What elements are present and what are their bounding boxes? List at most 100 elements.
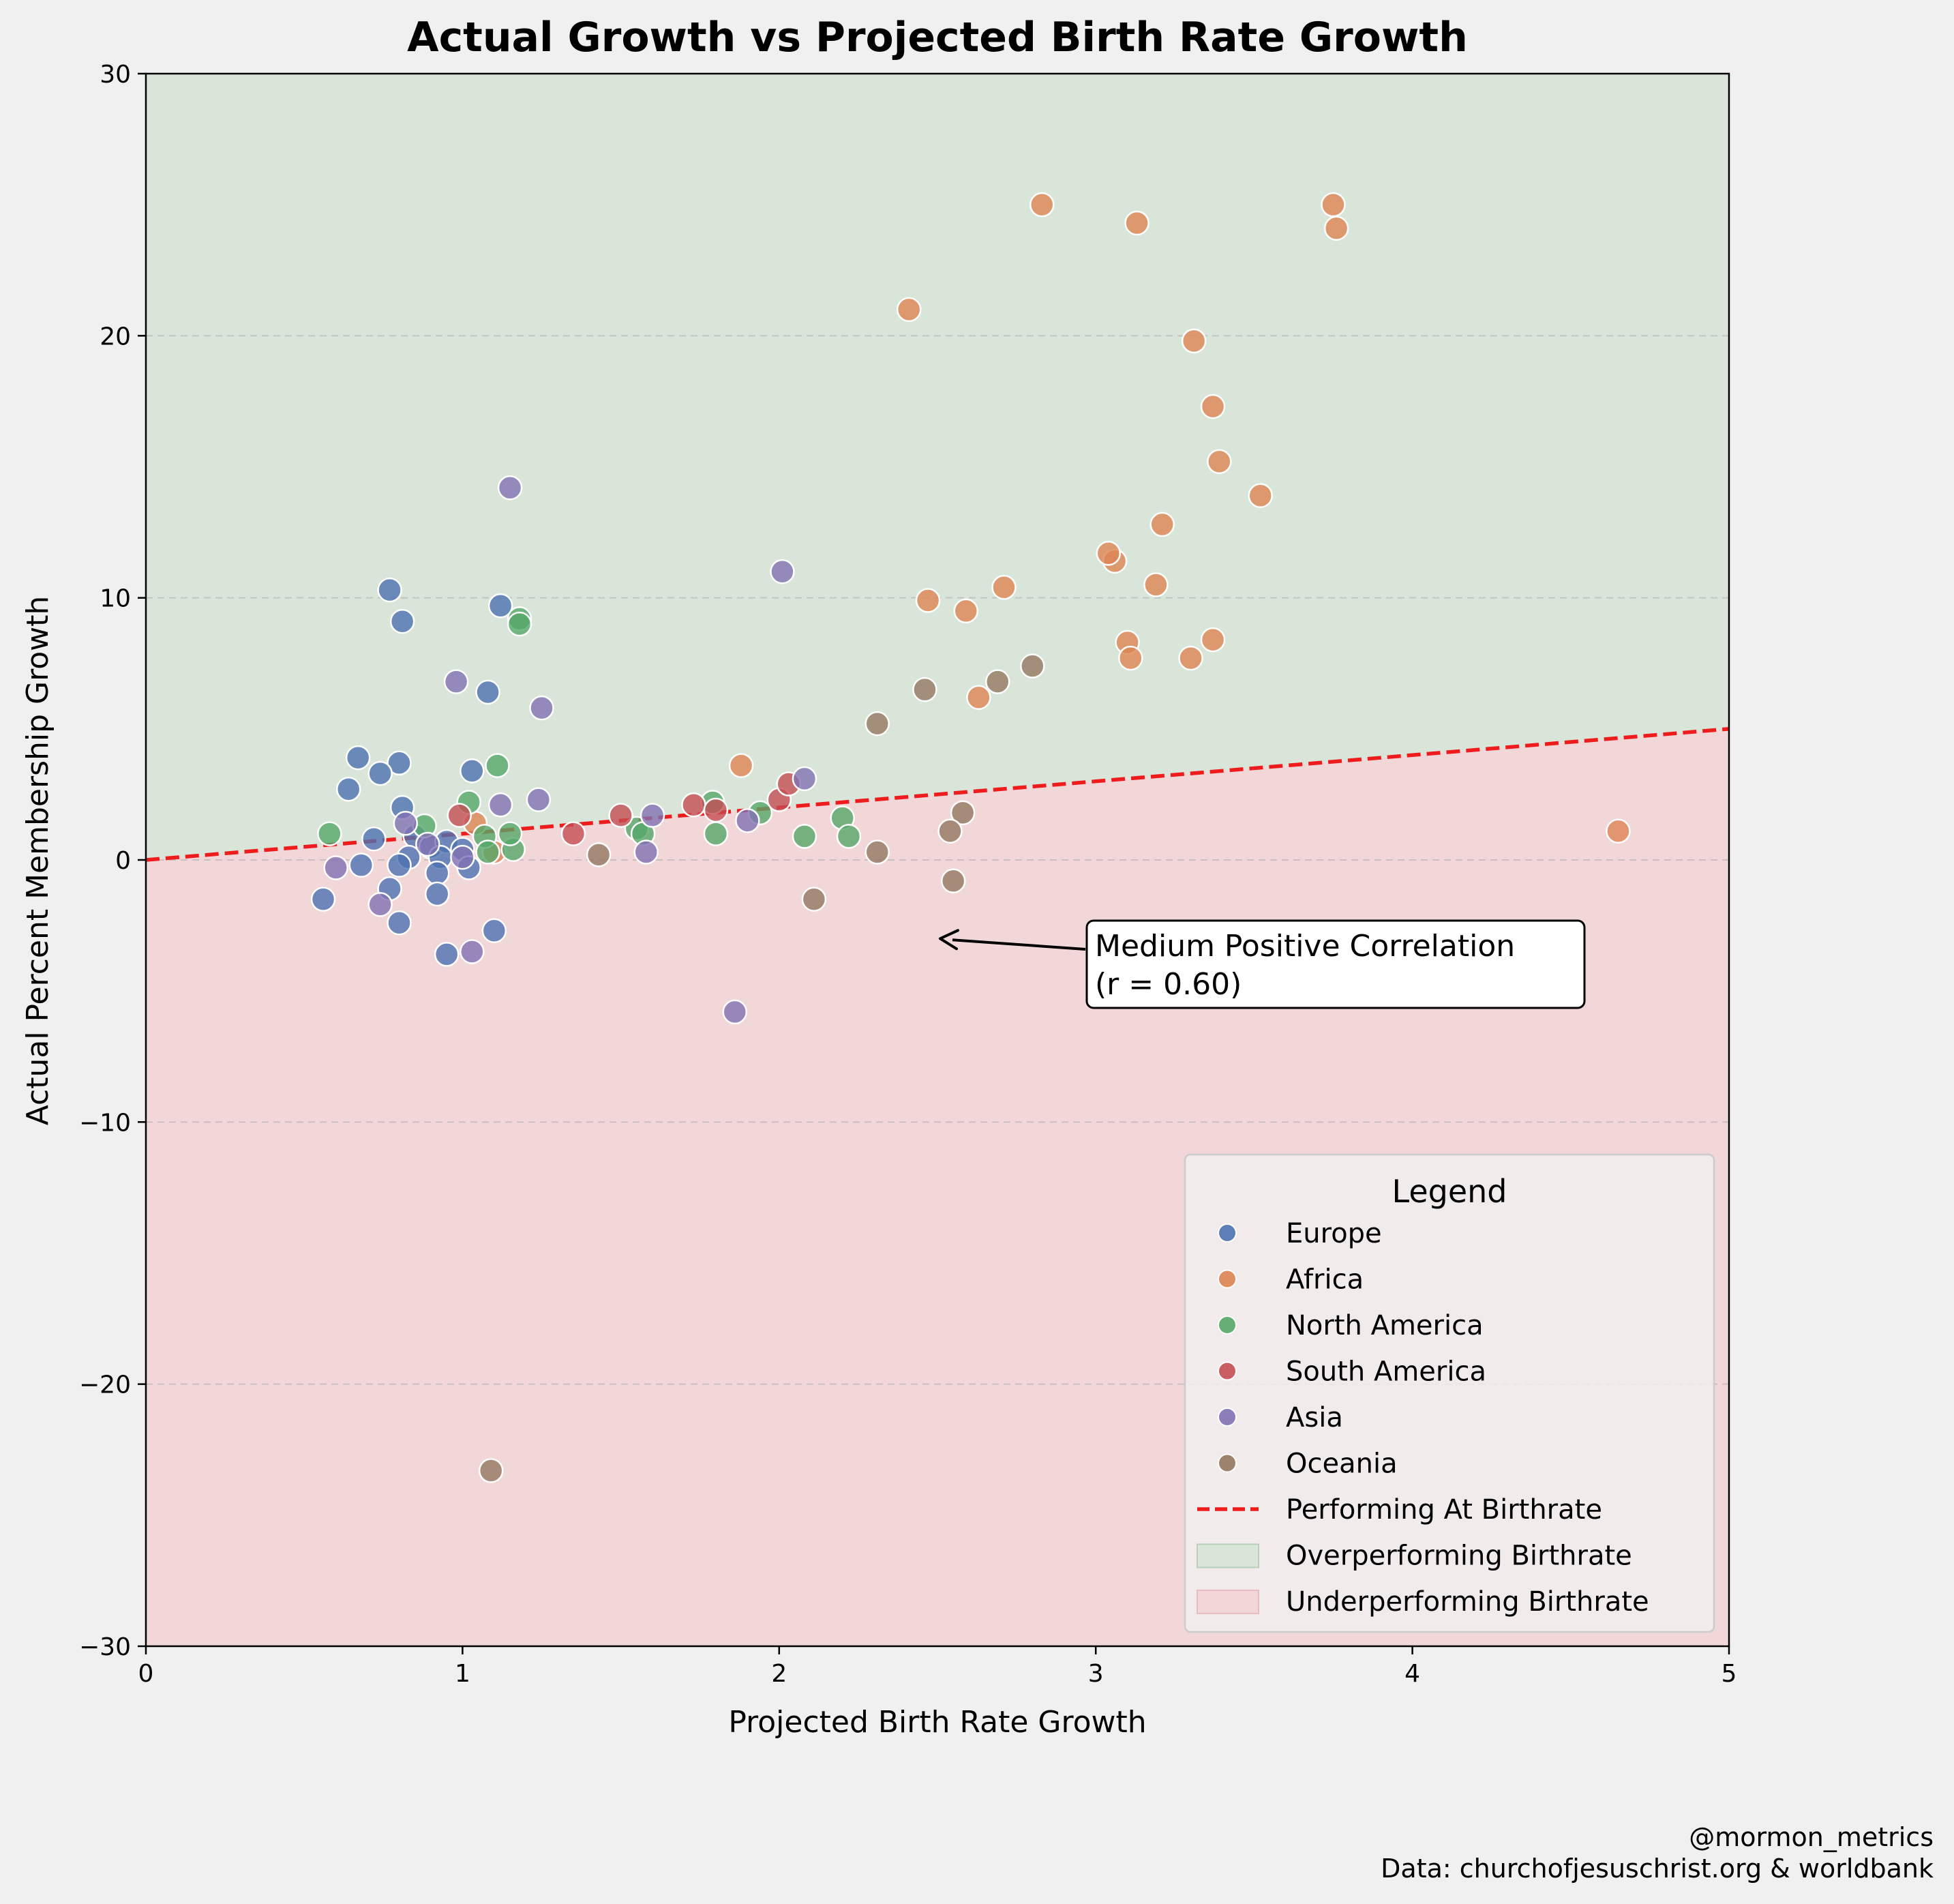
point-africa: [1248, 483, 1273, 509]
point-europe: [424, 860, 450, 886]
point-europe: [475, 679, 500, 705]
credit-source: Data: churchofjesuschrist.org & worldban…: [1381, 1854, 1934, 1884]
point-europe: [310, 887, 336, 912]
legend-label: Overperforming Birthrate: [1286, 1541, 1632, 1572]
point-south-america: [681, 792, 706, 818]
legend-label: Europe: [1286, 1218, 1382, 1249]
point-europe: [335, 776, 361, 802]
x-tick-label: 4: [1404, 1660, 1420, 1688]
annotation-text-line1: Medium Positive Correlation: [1095, 929, 1515, 964]
point-oceania: [801, 887, 827, 912]
point-europe: [389, 609, 415, 634]
point-north-america: [317, 821, 342, 846]
x-tick-label: 3: [1088, 1660, 1104, 1688]
x-axis-label: Projected Birth Rate Growth: [728, 1705, 1146, 1740]
point-africa: [1118, 645, 1143, 671]
y-tick-label: −10: [79, 1109, 131, 1137]
point-asia: [487, 792, 513, 818]
y-axis-label: Actual Percent Membership Growth: [20, 596, 55, 1126]
point-oceania: [478, 1458, 504, 1483]
point-europe: [387, 852, 412, 878]
legend-marker: [1218, 1269, 1237, 1289]
point-asia: [529, 695, 554, 721]
point-africa: [915, 588, 941, 613]
point-africa: [1207, 449, 1232, 475]
legend-label: North America: [1286, 1310, 1484, 1341]
point-europe: [460, 758, 485, 784]
point-europe: [348, 852, 374, 878]
point-north-america: [475, 839, 500, 865]
legend-label: Africa: [1286, 1264, 1364, 1296]
point-asia: [450, 844, 475, 870]
point-europe: [481, 918, 507, 944]
point-north-america: [792, 824, 817, 849]
point-asia: [393, 810, 419, 836]
point-africa: [1096, 541, 1122, 566]
point-oceania: [940, 868, 966, 893]
point-africa: [1124, 210, 1149, 236]
point-africa: [1321, 192, 1346, 218]
point-europe: [424, 881, 450, 907]
legend-label: Asia: [1286, 1402, 1343, 1433]
point-africa: [1200, 627, 1226, 653]
point-asia: [323, 855, 348, 880]
point-south-america: [703, 797, 729, 823]
point-europe: [361, 827, 387, 852]
legend-box: [1184, 1153, 1715, 1633]
point-africa: [953, 598, 979, 624]
point-asia: [735, 808, 760, 833]
y-tick-label: 30: [100, 61, 131, 89]
point-oceania: [865, 711, 890, 737]
point-oceania: [865, 839, 890, 865]
point-europe: [345, 745, 371, 771]
point-asia: [722, 999, 748, 1025]
point-africa: [1606, 818, 1631, 844]
legend-marker: [1218, 1453, 1237, 1473]
point-africa: [1029, 192, 1055, 218]
point-north-america: [836, 824, 862, 849]
y-tick-label: −30: [79, 1633, 131, 1661]
point-africa: [966, 685, 991, 710]
point-asia: [640, 803, 665, 828]
y-tick-label: −20: [79, 1371, 131, 1399]
point-north-america: [507, 611, 532, 637]
point-asia: [770, 559, 795, 584]
legend-label: Underperforming Birthrate: [1286, 1586, 1649, 1618]
point-north-america: [497, 821, 523, 846]
legend-title: Legend: [1392, 1173, 1507, 1210]
point-asia: [497, 475, 523, 501]
y-tick-label: 20: [100, 323, 131, 351]
point-north-america: [703, 821, 729, 846]
legend-patch: [1197, 1590, 1259, 1614]
point-europe: [487, 593, 513, 619]
point-asia: [443, 669, 469, 694]
point-africa: [896, 297, 922, 323]
point-africa: [1200, 393, 1226, 419]
point-asia: [792, 766, 817, 792]
point-asia: [460, 939, 485, 964]
point-africa: [728, 753, 754, 778]
legend-marker: [1218, 1361, 1237, 1381]
point-asia: [367, 892, 393, 917]
point-asia: [526, 787, 552, 812]
point-europe: [387, 910, 412, 936]
legend-marker: [1218, 1408, 1237, 1427]
point-south-america: [560, 821, 586, 846]
legend-marker: [1218, 1315, 1237, 1335]
point-africa: [1181, 328, 1207, 354]
point-africa: [1149, 511, 1175, 537]
x-tick-label: 0: [138, 1660, 154, 1688]
x-tick-label: 5: [1722, 1660, 1737, 1688]
chart-title: Actual Growth vs Projected Birth Rate Gr…: [407, 14, 1468, 61]
point-oceania: [937, 818, 963, 844]
annotation-box: [1085, 919, 1586, 1009]
annotation-text-line2: (r = 0.60): [1095, 967, 1242, 1002]
annotation-arrow: [952, 938, 1086, 951]
point-europe: [377, 577, 402, 603]
point-oceania: [950, 800, 976, 826]
point-europe: [434, 942, 460, 967]
x-tick-label: 1: [455, 1660, 470, 1688]
point-south-america: [608, 803, 633, 828]
legend-label: Oceania: [1286, 1448, 1398, 1480]
